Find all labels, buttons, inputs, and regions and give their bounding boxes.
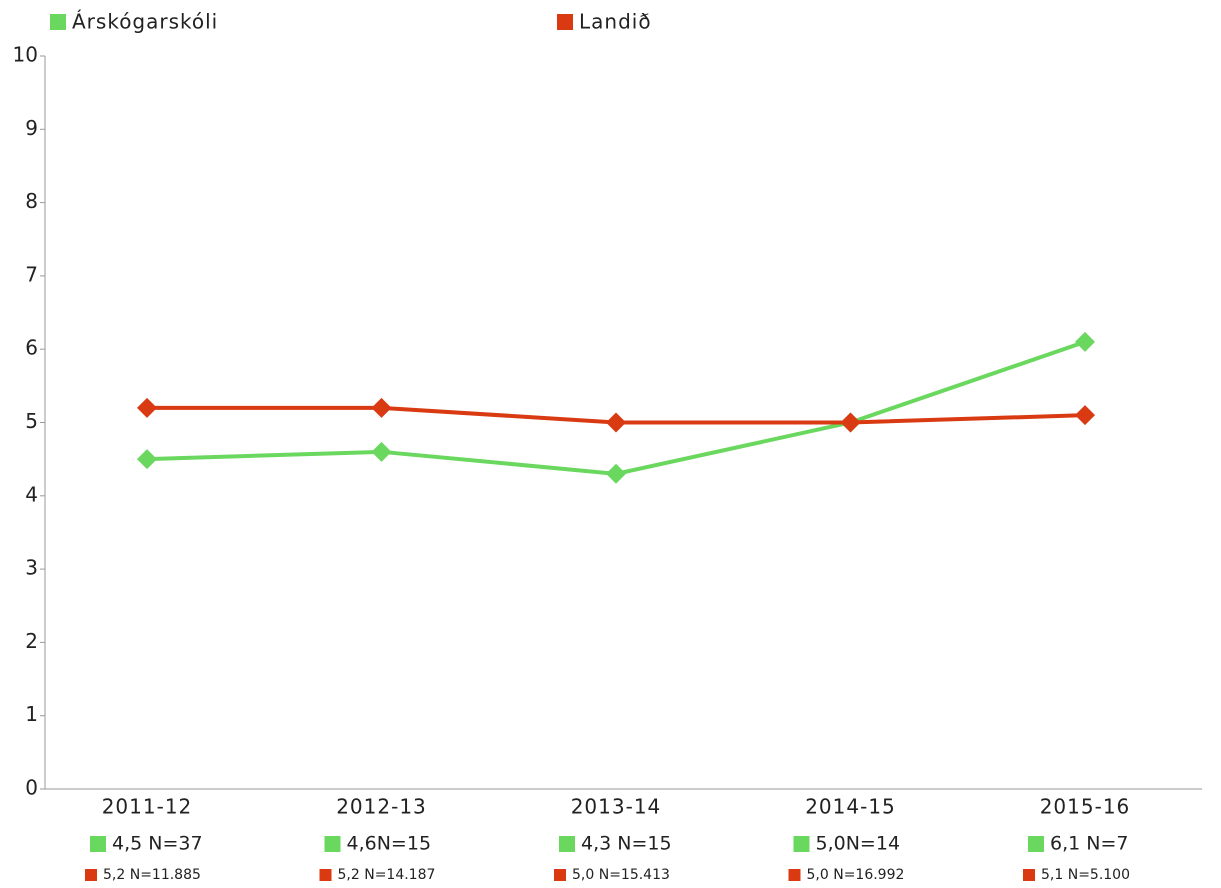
y-tick-label: 9 bbox=[25, 116, 38, 140]
x-tick-label: 2015-16 bbox=[1040, 795, 1131, 819]
point bbox=[137, 449, 157, 470]
point bbox=[371, 441, 392, 462]
value-label-swatch bbox=[554, 869, 566, 881]
value-label: 6,1 N=7 bbox=[1050, 833, 1128, 855]
value-label-swatch bbox=[324, 836, 341, 852]
y-tick-label: 5 bbox=[25, 409, 38, 433]
y-tick-label: 1 bbox=[25, 702, 38, 726]
value-label: 5,0N=14 bbox=[816, 833, 901, 855]
value-label-swatch bbox=[85, 869, 97, 881]
legend-swatch bbox=[50, 14, 66, 30]
legend-swatch bbox=[557, 14, 573, 30]
point bbox=[137, 397, 157, 418]
value-label: 5,2 N=11.885 bbox=[103, 867, 201, 883]
legend-label: Landið bbox=[579, 10, 652, 34]
value-label: 4,5 N=37 bbox=[112, 833, 203, 855]
point bbox=[606, 463, 626, 484]
value-label-swatch bbox=[319, 869, 332, 881]
value-label: 4,6N=15 bbox=[347, 833, 432, 855]
y-tick-label: 7 bbox=[25, 262, 38, 286]
legend-label: Árskógarskóli bbox=[72, 10, 218, 34]
y-tick-label: 10 bbox=[13, 43, 38, 67]
y-tick-label: 4 bbox=[25, 482, 38, 506]
value-label-swatch bbox=[559, 836, 575, 852]
x-tick-label: 2014-15 bbox=[805, 795, 896, 819]
value-label-swatch bbox=[793, 836, 810, 852]
value-label: 5,1 N=5.100 bbox=[1041, 867, 1130, 883]
y-tick-label: 2 bbox=[25, 629, 38, 653]
value-label-swatch bbox=[1023, 869, 1035, 881]
y-tick-label: 6 bbox=[25, 336, 38, 360]
point bbox=[1075, 331, 1095, 352]
y-tick-label: 0 bbox=[25, 776, 38, 800]
value-label-swatch bbox=[90, 836, 106, 852]
value-label-swatch bbox=[788, 869, 801, 881]
value-label: 5,2 N=14.187 bbox=[338, 867, 436, 883]
value-label: 4,3 N=15 bbox=[581, 833, 672, 855]
y-tick-label: 8 bbox=[25, 189, 38, 213]
point bbox=[840, 412, 861, 433]
x-tick-label: 2013-14 bbox=[571, 795, 662, 819]
value-label-swatch bbox=[1028, 836, 1044, 852]
point bbox=[371, 397, 392, 418]
x-tick-label: 2011-12 bbox=[102, 795, 193, 819]
value-label: 5,0 N=15.413 bbox=[572, 867, 670, 883]
x-tick-label: 2012-13 bbox=[336, 795, 427, 819]
value-label: 5,0 N=16.992 bbox=[807, 867, 905, 883]
point bbox=[1075, 405, 1095, 426]
y-tick-label: 3 bbox=[25, 556, 38, 580]
point bbox=[606, 412, 626, 433]
